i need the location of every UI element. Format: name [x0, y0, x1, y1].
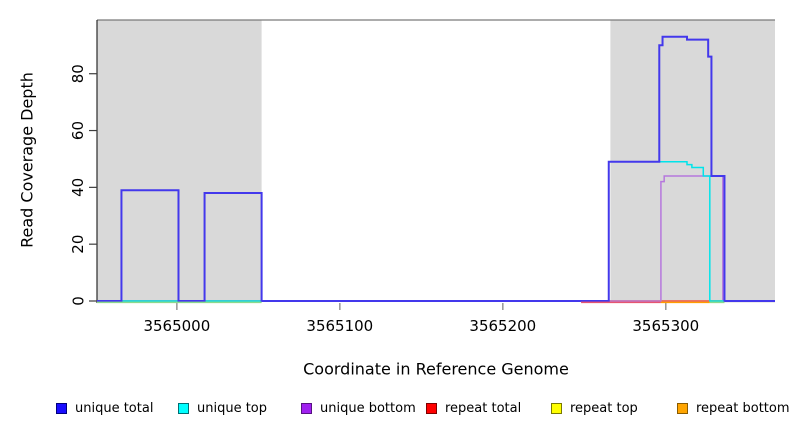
- legend-swatch: [551, 402, 562, 414]
- legend-item-repeat-bottom: repeat bottom: [677, 399, 790, 417]
- legend-swatch: [426, 402, 437, 414]
- y-tick-label: 20: [69, 235, 87, 254]
- y-tick-label: 0: [69, 296, 87, 306]
- y-tick-label: 60: [69, 121, 87, 140]
- x-tick-label: 3565000: [143, 317, 210, 335]
- legend-label: repeat total: [445, 400, 522, 416]
- x-axis-title: Coordinate in Reference Genome: [303, 359, 569, 379]
- y-axis-title: Read Coverage Depth: [17, 72, 37, 248]
- legend-item-unique-total: unique total: [56, 399, 153, 417]
- x-tick-label: 3565200: [469, 317, 536, 335]
- series-unique-bottom: [97, 175, 775, 302]
- legend-item-unique-bottom: unique bottom: [301, 399, 416, 417]
- legend-label: unique bottom: [320, 400, 416, 416]
- legend-item-unique-top: unique top: [178, 399, 267, 417]
- x-tick-label: 3565100: [306, 317, 373, 335]
- legend-label: unique top: [197, 400, 268, 416]
- y-tick-label: 40: [69, 178, 87, 197]
- y-tick-label: 80: [69, 64, 87, 83]
- legend-item-repeat-total: repeat total: [426, 399, 521, 417]
- legend-swatch: [677, 402, 688, 414]
- series-unique-total: [97, 35, 775, 302]
- legend-swatch: [56, 402, 67, 414]
- legend-swatch: [178, 402, 189, 414]
- legend-label: repeat bottom: [696, 400, 790, 416]
- x-tick-label: 3565300: [632, 317, 699, 335]
- legend-label: repeat top: [570, 400, 638, 416]
- legend-label: unique total: [75, 400, 154, 416]
- legend-item-repeat-top: repeat top: [551, 399, 638, 417]
- legend: unique total unique top unique bottom repea…: [0, 399, 792, 419]
- legend-swatch: [301, 402, 312, 414]
